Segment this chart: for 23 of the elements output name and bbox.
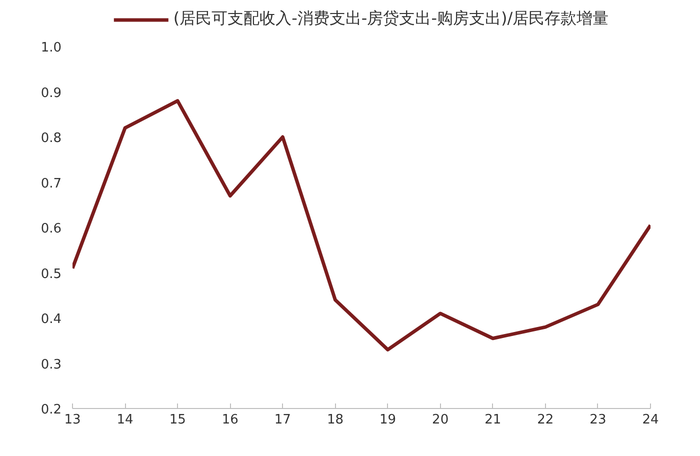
x-tick-label: 21	[484, 412, 502, 428]
y-tick-label: 0.5	[40, 266, 62, 282]
line-series	[72, 99, 650, 352]
x-tick-label: 24	[642, 412, 659, 428]
y-tick-label: 1.0	[40, 40, 62, 56]
x-tick-label: 17	[274, 412, 291, 428]
y-tick-label: 0.8	[40, 131, 62, 146]
x-tick-label: 14	[116, 412, 134, 428]
x-tick-label: 19	[380, 412, 396, 428]
y-tick-label: 0.9	[40, 86, 62, 101]
y-tick-label: 0.6	[40, 222, 62, 236]
y-tick-label: 0.3	[40, 357, 62, 372]
x-tick-label: 23	[590, 412, 606, 428]
y-tick-label: 0.7	[40, 176, 62, 192]
x-tick-label: 18	[326, 412, 344, 428]
x-tick-label: 13	[64, 412, 81, 428]
legend-label: (居民可支配收入-消费支出-房贷支出-购房支出)/居民存款增量	[173, 8, 609, 30]
y-tick-label: 0.4	[40, 312, 62, 327]
x-tick-label: 22	[537, 412, 554, 428]
x-tick-label: 20	[432, 412, 449, 428]
x-tick-label: 16	[222, 412, 238, 428]
x-tick-label: 15	[169, 412, 186, 428]
y-tick-label: 0.2	[40, 402, 62, 418]
